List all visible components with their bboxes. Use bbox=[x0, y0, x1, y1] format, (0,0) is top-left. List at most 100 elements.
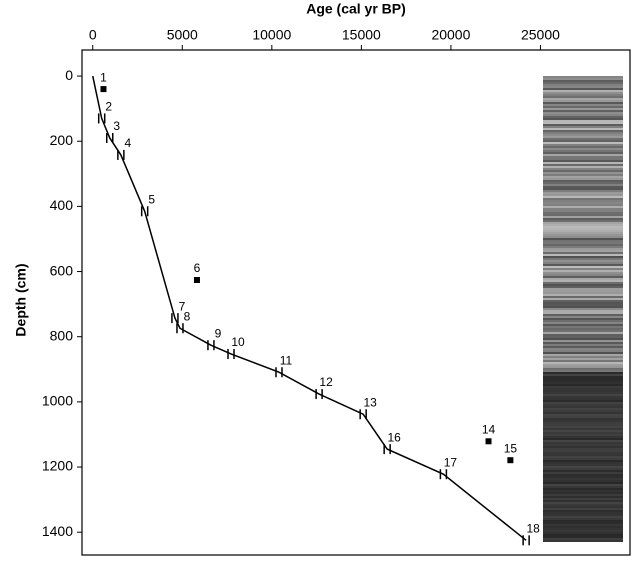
point-label: 6 bbox=[194, 261, 201, 275]
core-band bbox=[543, 116, 623, 118]
core-band bbox=[543, 308, 623, 310]
core-band bbox=[543, 390, 623, 392]
core-band bbox=[543, 104, 623, 106]
core-band bbox=[543, 200, 623, 202]
point-label: 13 bbox=[363, 395, 377, 409]
core-band bbox=[543, 388, 623, 390]
core-band bbox=[543, 90, 623, 92]
point-label: 15 bbox=[504, 441, 518, 455]
core-band bbox=[543, 314, 623, 316]
core-band bbox=[543, 120, 623, 122]
core-image bbox=[543, 76, 623, 542]
core-band bbox=[543, 218, 623, 220]
core-band bbox=[543, 166, 623, 168]
core-band bbox=[543, 350, 623, 352]
core-band bbox=[543, 158, 623, 160]
core-band bbox=[543, 102, 623, 104]
core-band bbox=[543, 148, 623, 150]
core-band bbox=[543, 216, 623, 218]
core-band bbox=[543, 268, 623, 270]
core-band bbox=[543, 412, 623, 414]
core-band bbox=[543, 408, 623, 410]
core-band bbox=[543, 430, 623, 432]
dated-point bbox=[207, 340, 215, 351]
core-band bbox=[543, 112, 623, 114]
point-label: 3 bbox=[113, 119, 120, 133]
core-band bbox=[543, 384, 623, 386]
dated-point bbox=[439, 469, 448, 480]
core-band bbox=[543, 416, 623, 418]
core-band bbox=[543, 360, 623, 362]
core-band bbox=[543, 526, 623, 528]
core-band bbox=[543, 188, 623, 190]
core-band bbox=[543, 252, 623, 254]
core-band bbox=[543, 272, 623, 274]
core-band bbox=[543, 380, 623, 382]
core-band bbox=[543, 128, 623, 130]
core-band bbox=[543, 310, 623, 312]
core-band bbox=[543, 250, 623, 252]
plot-frame bbox=[81, 49, 631, 556]
core-band bbox=[543, 498, 623, 500]
core-band bbox=[543, 362, 623, 364]
core-band bbox=[543, 278, 623, 280]
core-band bbox=[543, 492, 623, 494]
core-band bbox=[543, 410, 623, 412]
core-band bbox=[543, 322, 623, 324]
core-band bbox=[543, 244, 623, 246]
core-band bbox=[543, 198, 623, 200]
core-band bbox=[543, 426, 623, 428]
core-band bbox=[543, 352, 623, 354]
core-band bbox=[543, 234, 623, 236]
core-band bbox=[543, 178, 623, 180]
core-band bbox=[543, 144, 623, 146]
core-band bbox=[543, 470, 623, 472]
core-band bbox=[543, 326, 623, 328]
core-band bbox=[543, 332, 623, 334]
core-band bbox=[543, 330, 623, 332]
outlier-point bbox=[100, 86, 107, 93]
core-band bbox=[543, 506, 623, 508]
core-band bbox=[543, 376, 623, 378]
core-band bbox=[543, 370, 623, 372]
core-band bbox=[543, 190, 623, 192]
core-band bbox=[543, 374, 623, 376]
core-band bbox=[543, 324, 623, 326]
outlier-point bbox=[485, 438, 492, 445]
core-band bbox=[543, 214, 623, 216]
x-tick-label: 0 bbox=[89, 27, 97, 43]
outlier-point bbox=[193, 277, 200, 284]
core-band bbox=[543, 182, 623, 184]
point-label: 9 bbox=[215, 326, 222, 340]
core-band bbox=[543, 204, 623, 206]
core-band bbox=[543, 312, 623, 314]
core-band bbox=[543, 226, 623, 228]
core-band bbox=[543, 260, 623, 262]
core-band bbox=[543, 448, 623, 450]
core-band bbox=[543, 154, 623, 156]
core-band bbox=[543, 450, 623, 452]
core-band bbox=[543, 342, 623, 344]
age-model-line bbox=[92, 75, 527, 541]
core-band bbox=[543, 346, 623, 348]
core-band bbox=[543, 274, 623, 276]
core-band bbox=[543, 140, 623, 142]
core-band bbox=[543, 456, 623, 458]
core-band bbox=[543, 172, 623, 174]
dated-point bbox=[176, 323, 184, 334]
core-band bbox=[543, 208, 623, 210]
x-tick-label: 10000 bbox=[252, 27, 291, 43]
dated-point bbox=[117, 149, 125, 160]
core-band bbox=[543, 82, 623, 84]
core-band bbox=[543, 496, 623, 498]
core-band bbox=[543, 86, 623, 88]
core-band bbox=[543, 282, 623, 284]
core-band bbox=[543, 224, 623, 226]
core-band bbox=[543, 134, 623, 136]
core-band bbox=[543, 428, 623, 430]
core-band bbox=[543, 518, 623, 520]
core-band bbox=[543, 502, 623, 504]
point-label: 14 bbox=[482, 422, 496, 436]
core-band bbox=[543, 434, 623, 436]
core-band bbox=[543, 500, 623, 502]
